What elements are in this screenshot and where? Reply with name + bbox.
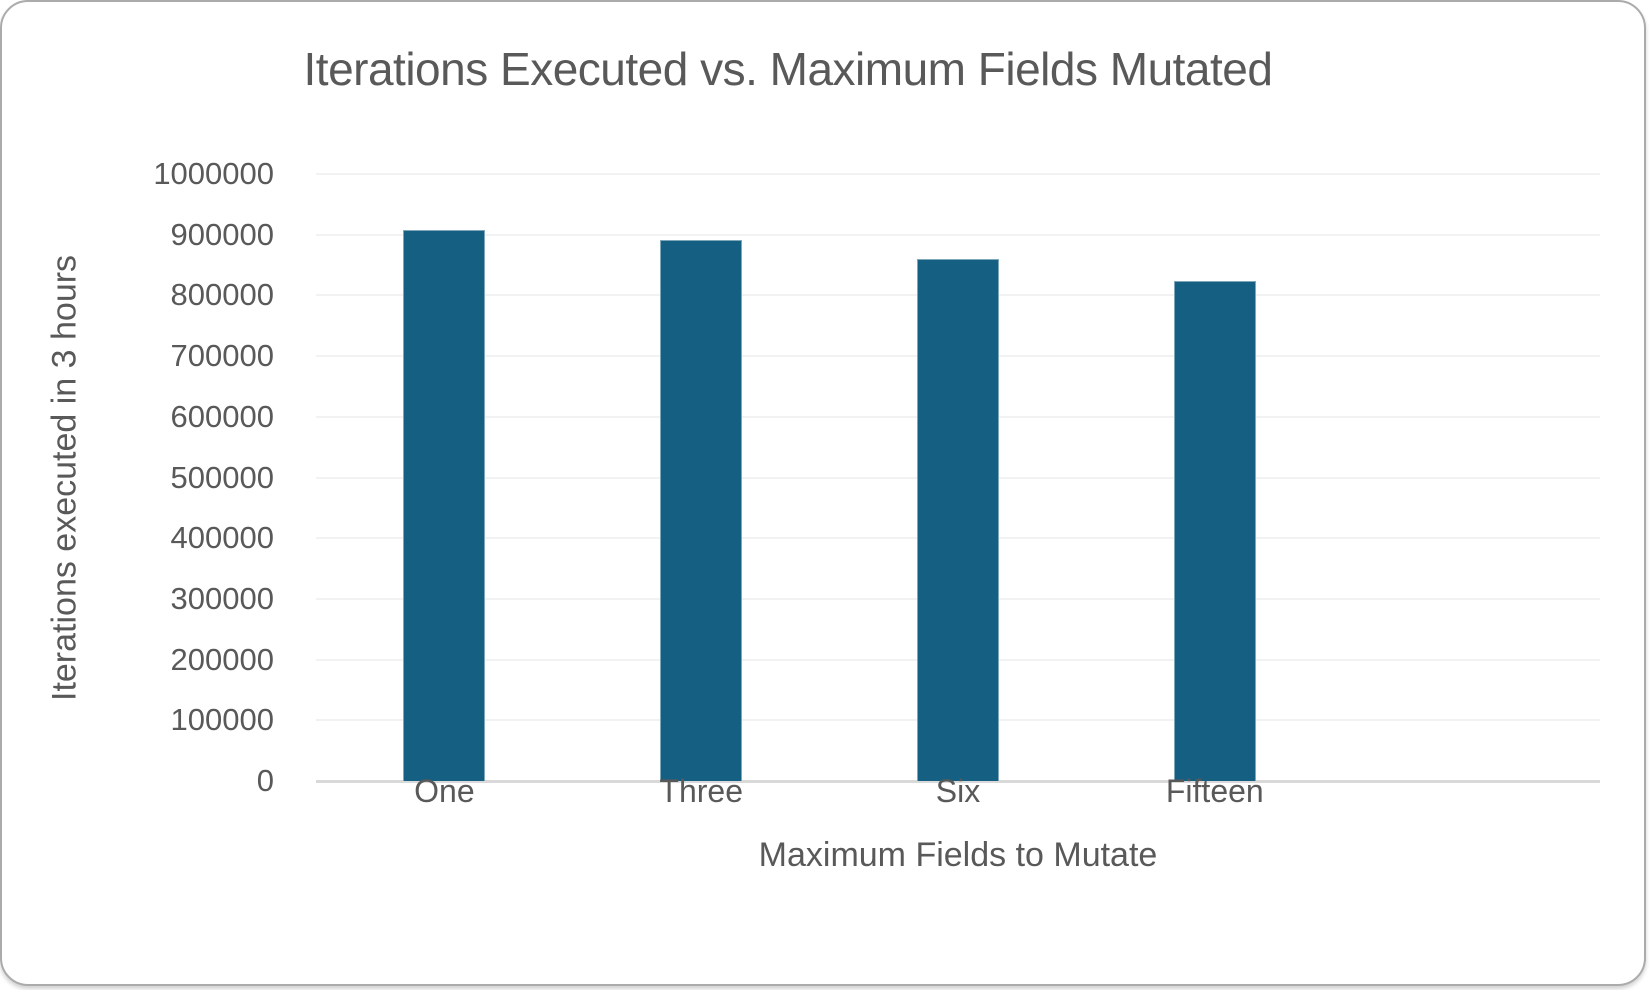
x-axis-title: Maximum Fields to Mutate — [758, 836, 1158, 874]
y-tick-label: 200000 — [170, 641, 274, 677]
y-tick-label: 300000 — [170, 580, 274, 616]
category-label: One — [414, 773, 475, 809]
y-tick-label: 0 — [256, 763, 274, 798]
bar-fifteen — [1173, 281, 1256, 781]
gridline — [316, 233, 1600, 236]
gridline — [316, 173, 1600, 175]
x-axis-line — [316, 780, 1600, 783]
y-tick-label: 600000 — [170, 398, 274, 434]
chart-title: Iterations Executed vs. Maximum Fields M… — [303, 43, 1273, 95]
category-label: Fifteen — [1165, 773, 1264, 809]
y-tick-label: 800000 — [170, 277, 274, 313]
category-label: Three — [659, 773, 743, 809]
y-tick-label: 900000 — [170, 216, 274, 252]
y-tick-label: 700000 — [170, 338, 274, 374]
y-tick-label: 1000000 — [153, 156, 274, 191]
bar-three — [660, 240, 743, 781]
category-label: Six — [935, 773, 981, 809]
y-tick-label: 100000 — [170, 702, 274, 738]
bar-one — [403, 229, 486, 781]
y-tick-label: 400000 — [170, 520, 274, 556]
bar-six — [917, 258, 999, 781]
y-tick-label: 500000 — [170, 459, 274, 495]
plot-area — [316, 173, 1600, 783]
